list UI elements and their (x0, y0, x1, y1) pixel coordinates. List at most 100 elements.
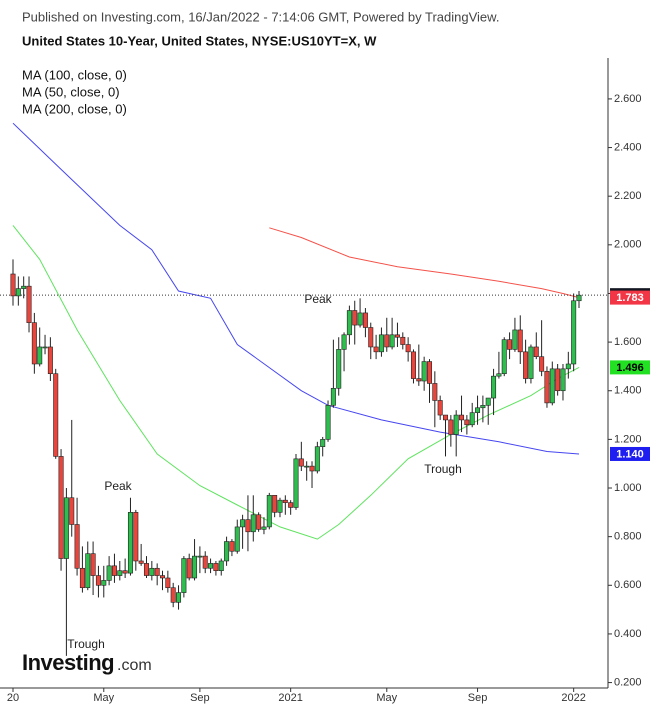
candle-body (437, 400, 443, 416)
price-tag (610, 290, 650, 305)
annotation: Trough (424, 462, 462, 476)
candle-body (517, 329, 523, 353)
candle-body (197, 555, 203, 558)
price-tag-label: 1.496 (616, 362, 644, 374)
moving-average-line (269, 227, 580, 299)
candle-body (357, 312, 363, 326)
candle-body (266, 495, 272, 528)
candle-body (512, 329, 518, 350)
candle-body (218, 560, 224, 572)
candle-body (256, 514, 262, 530)
candle-body (320, 439, 326, 447)
candle-body (373, 346, 379, 353)
candle-body (85, 553, 91, 589)
candle-body (31, 322, 37, 365)
candle-body (208, 563, 214, 569)
y-tick-label: 2.400 (614, 141, 642, 153)
x-tick-label: 20 (7, 692, 19, 704)
candle-body (79, 567, 85, 589)
price-tag-label: 1.140 (616, 448, 644, 460)
candle-body (330, 388, 336, 406)
y-tick-label: 2.600 (614, 93, 642, 105)
candle-body (165, 577, 171, 589)
candle-body (539, 356, 545, 372)
candle-body (405, 344, 411, 353)
candle-body (533, 346, 539, 357)
candle-body (106, 565, 112, 581)
x-tick-label: Sep (468, 692, 488, 704)
y-tick-label: 1.200 (614, 433, 642, 445)
y-tick-label: 0.800 (614, 531, 642, 543)
candle-body (368, 327, 374, 348)
candle-body (213, 563, 219, 572)
candle-body (571, 300, 577, 365)
candle-body (288, 502, 294, 508)
candle-body (394, 334, 400, 338)
chart-title: United States 10-Year, United States, NY… (22, 33, 377, 48)
published-note: Published on Investing.com, 16/Jan/2022 … (22, 9, 499, 24)
candle-body (277, 499, 283, 513)
candle-body (192, 555, 198, 579)
candle-body (507, 339, 513, 350)
candle-body (362, 312, 368, 328)
x-tick-label: 2022 (561, 692, 585, 704)
y-tick-label: 1.400 (614, 385, 642, 397)
candle-body (555, 368, 561, 392)
candle-body (138, 560, 144, 564)
candle-body (160, 575, 166, 579)
y-tick-label: 2.000 (614, 239, 642, 251)
candle-body (74, 524, 80, 569)
candle-body (111, 565, 117, 576)
price-tag (610, 360, 650, 375)
candle-body (384, 334, 390, 348)
y-tick-label: 0.200 (614, 676, 642, 688)
candle-body (293, 458, 299, 508)
candle-body (58, 456, 64, 559)
x-tick-label: 2021 (278, 692, 302, 704)
candle-body (229, 541, 235, 552)
candle-body (560, 368, 566, 392)
candle-body (10, 273, 16, 297)
candle-body (202, 555, 208, 569)
y-tick-label: 0.600 (614, 579, 642, 591)
candle-body (544, 370, 550, 404)
candle-body (117, 570, 123, 576)
candle-body (464, 419, 470, 426)
legend-entry: MA (200, close, 0) (22, 101, 127, 116)
candle-body (42, 346, 48, 349)
candle-body (304, 465, 310, 468)
moving-average-line (12, 225, 580, 540)
candle-body (501, 339, 507, 375)
y-tick-label: 1.000 (614, 482, 642, 494)
legend-entry: MA (50, close, 0) (22, 84, 120, 99)
candle-body (549, 368, 555, 404)
candle-body (336, 349, 342, 389)
x-tick-label: May (376, 692, 397, 704)
candle-body (416, 378, 422, 382)
price-tag (610, 446, 650, 461)
candle-body (432, 383, 438, 401)
candle-body (15, 288, 21, 297)
candle-body (133, 512, 139, 562)
candle-body (400, 336, 406, 345)
candle-body (459, 414, 465, 421)
candle-body (181, 558, 187, 593)
annotation: Trough (67, 637, 105, 651)
candle-body (21, 285, 27, 289)
candle-body (352, 310, 358, 326)
candle-body (528, 346, 534, 379)
logo-suffix: .com (117, 657, 152, 674)
candle-body (485, 397, 491, 406)
candle-body (90, 553, 96, 576)
logo-brand: Investing (22, 650, 114, 675)
candle-body (170, 587, 176, 603)
price-tag-label: 1.783 (616, 292, 644, 304)
candle-body (448, 419, 454, 435)
candle-body (325, 405, 331, 440)
x-tick-label: May (93, 692, 114, 704)
candle-body (47, 346, 53, 375)
candle-body (250, 514, 256, 533)
candle-body (565, 363, 571, 370)
candle-body (127, 512, 133, 574)
